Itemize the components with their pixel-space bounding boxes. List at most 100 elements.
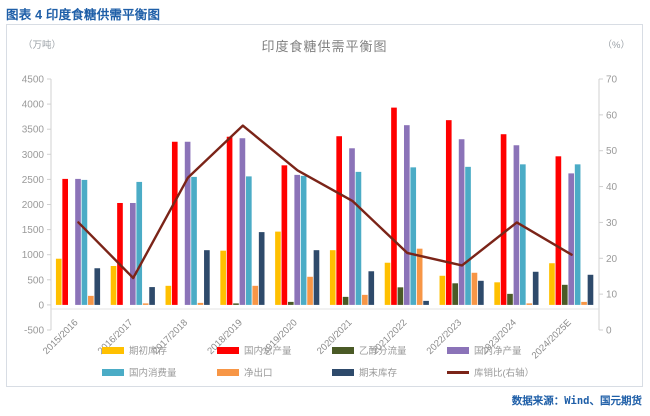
legend-item-label: 乙醇分流量 (359, 346, 407, 357)
legend-swatch-icon (332, 368, 354, 376)
legend-swatch-icon (447, 370, 469, 374)
legend-item[interactable]: 乙醇分流量 (332, 343, 447, 357)
bar (81, 179, 88, 305)
legend-item[interactable]: 期末库存 (332, 365, 447, 379)
bar (561, 284, 568, 305)
right-axis-tick-label: 30 (606, 218, 618, 229)
chart-svg: -500050010001500200025003000350040004500… (22, 75, 618, 362)
bar (88, 295, 94, 305)
bar (129, 202, 136, 305)
bar (342, 296, 349, 305)
bar (252, 285, 259, 305)
left-axis-tick-label: 3500 (22, 125, 45, 136)
legend-item-label: 国内总产量 (244, 346, 292, 357)
bar (197, 302, 204, 305)
plot-area: -500 0 500 1000 1500 2000 2500 3000 3500 4000 4500… (7, 25, 644, 388)
left-axis-tick-label: 3000 (22, 150, 45, 161)
bar (513, 145, 520, 305)
bar (165, 285, 172, 305)
bar (246, 176, 252, 305)
bar (555, 156, 562, 305)
left-axis-tick-label: 1500 (22, 225, 45, 236)
chart-title: 印度食糖供需平衡图 (261, 40, 388, 55)
bar (355, 171, 362, 305)
bar (184, 141, 191, 305)
bar (239, 138, 246, 305)
legend-swatch-icon (332, 346, 354, 354)
bar (439, 275, 446, 305)
bar (226, 136, 233, 305)
chart-frame: （万吨） （%） 印度食糖供需平衡图 -500 0 500 1000 1500 2000 2… (6, 24, 643, 387)
bar (384, 262, 391, 305)
bar (191, 176, 197, 305)
left-axis-tick-label: 4000 (22, 100, 45, 111)
x-axis-tick-label: 2015/2016 (41, 317, 81, 357)
legend-swatch-icon (102, 346, 124, 354)
bar (397, 287, 404, 305)
legend-item[interactable]: 净出口 (217, 365, 332, 379)
bar (275, 231, 281, 305)
bar (313, 250, 320, 305)
bar (117, 202, 123, 305)
chart-legend: 期初库存 国内总产量 乙醇分流量 国内净产量国内消费量 净出口 期末库存 库销比(右轴） (102, 343, 562, 379)
bar (94, 268, 101, 305)
right-axis-tick-label: 40 (606, 182, 618, 193)
left-axis-tick-label: 0 (38, 300, 44, 311)
right-axis-tick-label: 60 (606, 110, 618, 121)
bar (368, 271, 375, 305)
bar (452, 283, 459, 305)
right-axis-tick-label: 70 (606, 75, 618, 86)
bar (445, 120, 452, 305)
bar (391, 107, 397, 305)
bar (520, 164, 526, 305)
legend-item[interactable]: 国内消费量 (102, 365, 217, 379)
bar (136, 181, 143, 305)
bar (478, 280, 484, 305)
left-axis-unit-label: （万吨） (23, 40, 62, 51)
legend-item-label: 国内消费量 (129, 368, 177, 379)
bar (458, 139, 465, 305)
legend-swatch-icon (217, 368, 239, 376)
legend-item[interactable]: 国内净产量 (447, 343, 562, 357)
legend-item[interactable]: 库销比(右轴） (447, 365, 562, 379)
bar (349, 148, 355, 305)
right-axis-tick-label: 50 (606, 146, 618, 157)
right-axis-tick-label: 20 (606, 254, 618, 265)
legend-item-label: 库销比(右轴） (474, 368, 535, 379)
bar (362, 294, 368, 305)
left-axis-tick-label: 2000 (22, 200, 45, 211)
bar (220, 250, 226, 305)
bar (233, 303, 239, 305)
legend-item[interactable]: 期初库存 (102, 343, 217, 357)
left-axis-tick-label: 2500 (22, 175, 45, 186)
legend-item-label: 国内净产量 (474, 346, 522, 357)
legend-swatch-icon (217, 346, 239, 354)
bar (587, 274, 594, 305)
bar (300, 175, 307, 305)
bar (574, 164, 581, 305)
bar (171, 141, 178, 305)
bar (549, 263, 555, 305)
bar (526, 303, 533, 305)
figure-caption: 图表 4 印度食糖供需平衡图 (6, 8, 161, 22)
bar (532, 271, 539, 305)
right-axis-unit-label: （%） (602, 40, 630, 51)
bar (75, 178, 81, 305)
bar (465, 166, 471, 305)
bar (294, 174, 301, 305)
bar (142, 303, 149, 305)
bar (336, 136, 342, 305)
bar (410, 167, 417, 305)
bar (55, 258, 62, 305)
right-axis-tick-label: 10 (606, 290, 618, 301)
left-axis-tick-label: 500 (27, 275, 44, 286)
legend-item[interactable]: 国内总产量 (217, 343, 332, 357)
source-note: 数据来源：Wind、国元期货 (511, 395, 642, 407)
left-axis-tick-label: 1000 (22, 250, 45, 261)
legend-item-label: 净出口 (244, 368, 273, 379)
bar (568, 173, 575, 305)
bar (416, 248, 423, 305)
legend-swatch-icon (102, 368, 124, 376)
bar (258, 232, 265, 305)
bar (423, 300, 429, 305)
